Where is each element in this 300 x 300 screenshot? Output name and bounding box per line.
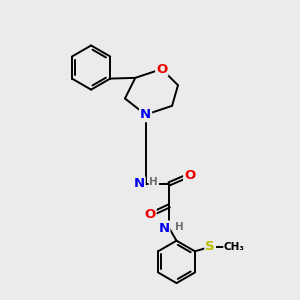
- Text: N: N: [140, 108, 151, 121]
- Text: H: H: [149, 177, 158, 188]
- Text: O: O: [144, 208, 156, 221]
- Text: N: N: [158, 221, 169, 235]
- Text: S: S: [206, 240, 215, 254]
- Text: H: H: [175, 222, 184, 232]
- Text: O: O: [156, 62, 167, 76]
- Text: CH₃: CH₃: [224, 242, 245, 252]
- Text: N: N: [134, 177, 145, 190]
- Text: O: O: [184, 169, 195, 182]
